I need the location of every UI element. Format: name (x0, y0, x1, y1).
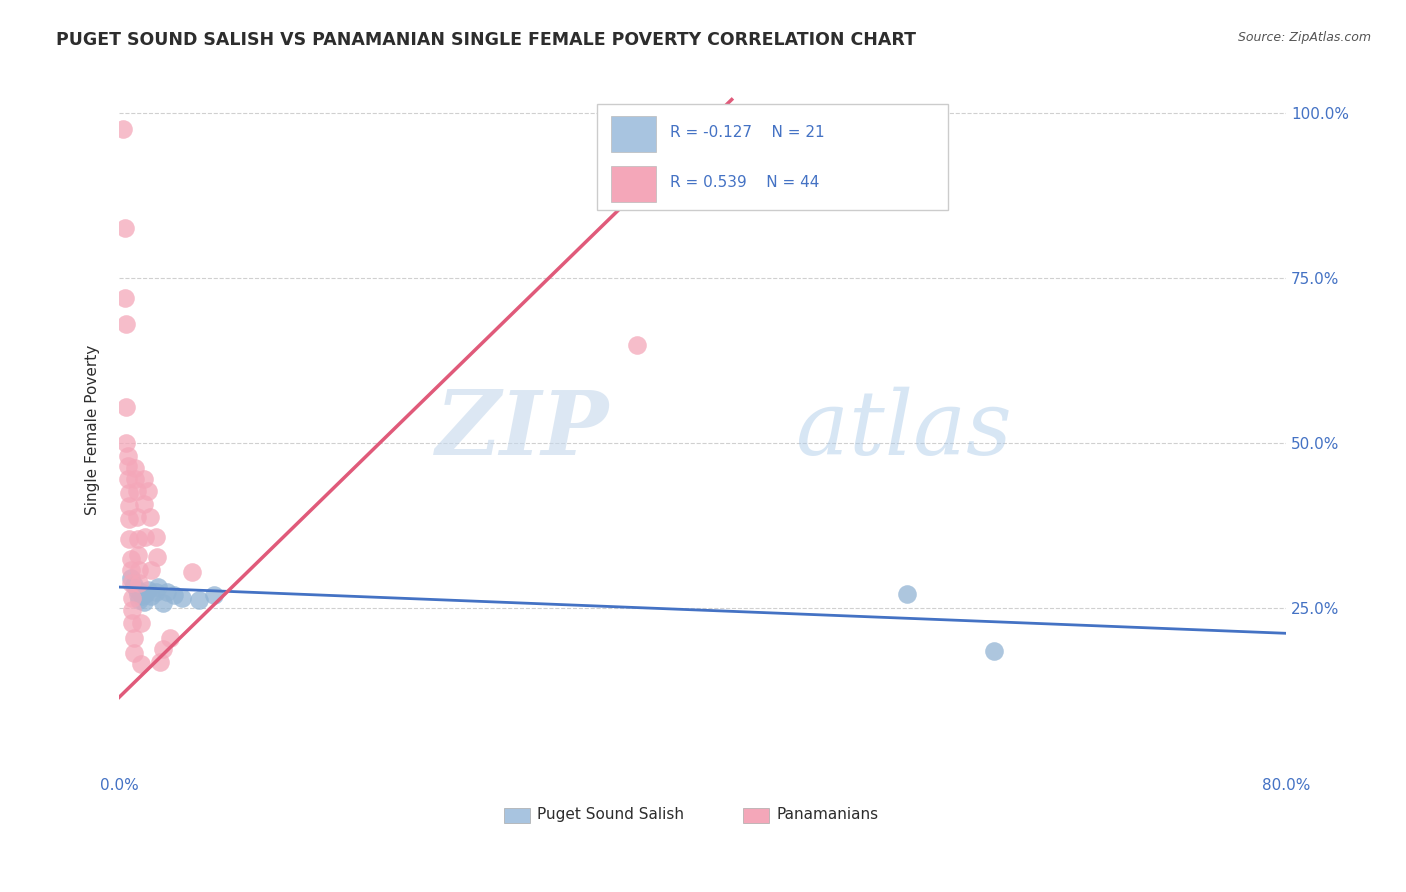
Bar (505, 808, 530, 823)
Point (128, 563, 150, 577)
Point (152, 596, 174, 610)
Point (118, 499, 141, 513)
Text: Panamanians: Panamanians (776, 807, 879, 822)
Point (117, 450, 139, 464)
Point (120, 551, 142, 566)
Text: ZIP: ZIP (436, 386, 609, 473)
Point (117, 472, 139, 486)
Point (121, 615, 143, 630)
Text: Puget Sound Salish: Puget Sound Salish (537, 807, 683, 822)
Point (128, 576, 150, 591)
Text: Source: ZipAtlas.com: Source: ZipAtlas.com (1237, 31, 1371, 45)
Point (127, 588, 149, 602)
Point (136, 582, 159, 597)
Point (120, 563, 142, 577)
Point (145, 584, 167, 599)
Point (117, 459, 139, 474)
Point (112, 122, 135, 136)
Point (118, 512, 141, 526)
Point (118, 485, 141, 500)
Point (181, 565, 204, 579)
Point (127, 532, 149, 546)
Point (121, 591, 143, 606)
Point (132, 497, 155, 511)
Point (163, 588, 186, 602)
Point (896, 587, 918, 601)
Point (120, 572, 142, 586)
Point (114, 221, 136, 235)
Text: atlas: atlas (796, 386, 1011, 474)
Bar (612, 166, 655, 202)
Point (202, 588, 225, 602)
Point (159, 631, 181, 645)
Point (115, 400, 138, 414)
Point (983, 644, 1005, 658)
Point (129, 584, 152, 599)
Point (132, 472, 155, 486)
Point (131, 590, 153, 604)
Point (121, 602, 143, 616)
Point (626, 338, 648, 352)
Point (124, 472, 146, 486)
Point (134, 530, 156, 544)
Point (125, 582, 148, 597)
Point (188, 593, 211, 607)
Bar (744, 808, 769, 823)
Point (125, 510, 148, 524)
Point (149, 656, 172, 670)
Point (145, 530, 167, 544)
Y-axis label: Single Female Poverty: Single Female Poverty (86, 344, 100, 515)
Point (115, 317, 138, 331)
Point (124, 461, 146, 475)
Point (152, 642, 174, 657)
Point (127, 549, 149, 563)
Point (132, 594, 155, 608)
Point (129, 657, 152, 672)
Point (118, 532, 141, 546)
Point (122, 578, 145, 592)
Point (114, 291, 136, 305)
Point (129, 615, 152, 630)
FancyBboxPatch shape (598, 103, 948, 210)
Text: PUGET SOUND SALISH VS PANAMANIAN SINGLE FEMALE POVERTY CORRELATION CHART: PUGET SOUND SALISH VS PANAMANIAN SINGLE … (56, 31, 917, 49)
Point (139, 590, 162, 604)
Text: R = -0.127    N = 21: R = -0.127 N = 21 (669, 125, 824, 140)
Point (120, 576, 142, 591)
Point (128, 593, 150, 607)
Point (170, 591, 193, 606)
Point (136, 483, 159, 498)
Text: R = 0.539    N = 44: R = 0.539 N = 44 (669, 175, 820, 190)
Point (115, 436, 138, 450)
Bar (612, 116, 655, 152)
Point (146, 549, 169, 564)
Point (156, 584, 179, 599)
Point (125, 483, 148, 498)
Point (138, 510, 160, 524)
Point (134, 587, 156, 601)
Point (139, 563, 162, 577)
Point (122, 631, 145, 645)
Point (148, 580, 170, 594)
Point (122, 646, 145, 660)
